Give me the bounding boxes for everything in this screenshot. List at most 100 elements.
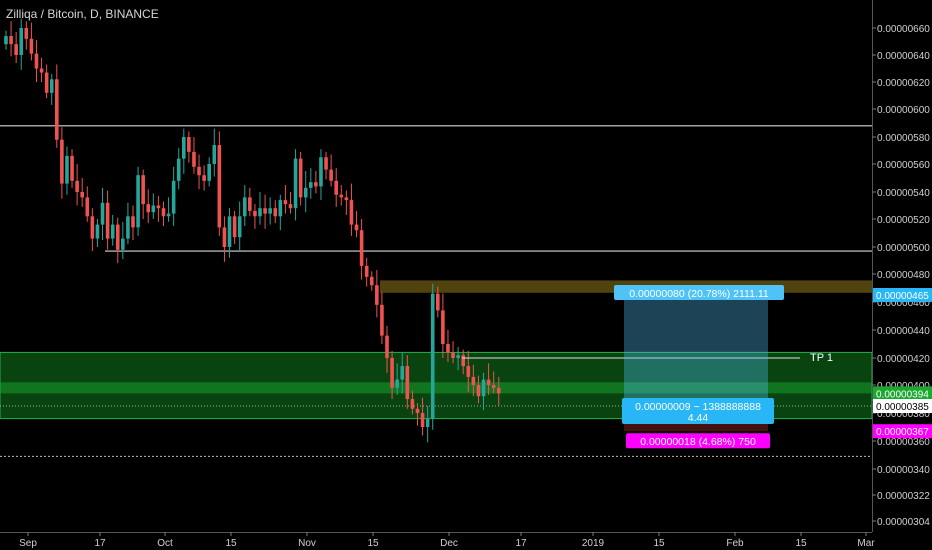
candle-body	[339, 194, 344, 198]
candle-body	[375, 285, 379, 305]
candle-body	[471, 376, 476, 385]
time-tick-label: Sep	[19, 538, 37, 549]
candle-body	[258, 208, 262, 217]
time-axis: Sep 17 Oct 15 Nov 15 Dec 17 2019 15 Feb 15 Mar	[0, 532, 875, 549]
candle-body	[192, 151, 196, 167]
candle-body	[227, 216, 232, 247]
candle-body	[212, 145, 217, 164]
candle-body	[65, 155, 69, 184]
candle-body	[202, 175, 206, 181]
candle-body	[161, 208, 166, 217]
price-tag-label: 0.00000385	[876, 402, 929, 413]
candle-body	[207, 164, 211, 181]
candle-body	[390, 358, 394, 388]
candle-body	[39, 68, 44, 73]
candle-body	[14, 44, 18, 55]
time-tick-label: 17	[515, 538, 527, 549]
candle-body	[329, 169, 333, 181]
candle-body	[121, 238, 125, 250]
candle-body	[217, 145, 222, 228]
candle-body	[141, 175, 145, 205]
price-tick-label: 0.00000440	[877, 326, 930, 337]
candle-body	[268, 208, 272, 214]
time-tick-label: 2019	[582, 538, 605, 549]
price-tag-box	[873, 424, 932, 439]
candle-body	[237, 216, 242, 238]
price-tick-label: 0.00000420	[877, 354, 930, 365]
ratio-label-text: 4.44	[688, 412, 709, 424]
candle-body	[197, 166, 201, 176]
candle-body	[334, 180, 338, 195]
price-tick-label: 0.00000620	[877, 78, 930, 89]
candle-body	[253, 210, 257, 217]
price-tick-label: 0.00000340	[877, 465, 930, 476]
candle-body	[410, 399, 415, 409]
time-tick-label: Mar	[857, 538, 875, 549]
price-tick-label: 0.00000640	[877, 51, 930, 62]
price-tick-label: 0.00000540	[877, 188, 930, 199]
candle-body	[100, 202, 105, 225]
price-tag-box	[873, 386, 932, 401]
time-tick-label: 17	[94, 538, 106, 549]
candle-body	[400, 366, 405, 380]
price-tick-label: 0.00000304	[877, 517, 930, 528]
candle-body	[60, 139, 64, 184]
candle-body	[491, 385, 496, 388]
price-tick-label: 0.00000520	[877, 215, 930, 226]
candle-body	[9, 36, 13, 45]
price-tag-label: 0.00000367	[876, 427, 929, 438]
candle-body	[115, 224, 120, 250]
candle-body	[166, 213, 171, 217]
candle-body	[481, 379, 486, 397]
candle-body	[263, 208, 267, 214]
candle-body	[273, 208, 278, 217]
time-tick-label: 15	[225, 538, 237, 549]
candle-body	[44, 72, 49, 93]
chart-title: Zilliqa / Bitcoin, D, BINANCE	[6, 7, 159, 21]
candle-body	[171, 180, 176, 214]
candle-body	[349, 200, 354, 225]
candle-body	[436, 293, 440, 311]
candle-body	[303, 187, 308, 198]
candle-body	[49, 79, 54, 93]
candle-body	[126, 216, 130, 239]
time-tick-label: 15	[653, 538, 665, 549]
candle-body	[461, 355, 465, 367]
candle-body	[182, 137, 186, 159]
price-tag-box	[873, 288, 932, 302]
price-axis: 0.00000660 0.00000640 0.00000620 0.00000600…	[872, 0, 932, 532]
time-tick-label: Feb	[726, 538, 744, 549]
candle-body	[298, 158, 303, 198]
candle-body	[222, 227, 227, 247]
candle-body	[415, 408, 420, 413]
candle-body	[430, 293, 435, 419]
candle-body	[248, 197, 252, 211]
candle-body	[110, 224, 115, 239]
candle-body	[319, 157, 323, 187]
price-tick-label: 0.00000560	[877, 160, 930, 171]
candle-body	[451, 352, 455, 358]
candle-body	[369, 276, 374, 286]
candle-body	[29, 38, 34, 54]
price-tag-box	[873, 399, 932, 413]
price-tick-label: 0.00000600	[877, 105, 930, 116]
time-tick-label: Dec	[440, 538, 458, 549]
candle-body	[496, 387, 501, 394]
price-tag-label: 0.00000394	[876, 389, 929, 400]
candle-body	[466, 366, 471, 377]
candle-body	[354, 224, 359, 231]
price-tick-label: 0.00000460	[877, 298, 930, 309]
candle-body	[24, 28, 29, 39]
ratio-label-box	[622, 398, 774, 424]
candle-body	[395, 379, 399, 388]
price-tick-label: 0.00000380	[877, 409, 930, 420]
candle-body	[324, 157, 328, 170]
price-tick-label: 0.00000660	[877, 24, 930, 35]
candle-body	[283, 200, 288, 205]
candle-body	[85, 197, 90, 217]
position-target-area	[624, 295, 768, 406]
candle-body	[385, 335, 389, 358]
time-tick-label: 15	[367, 538, 379, 549]
candle-body	[70, 155, 74, 181]
